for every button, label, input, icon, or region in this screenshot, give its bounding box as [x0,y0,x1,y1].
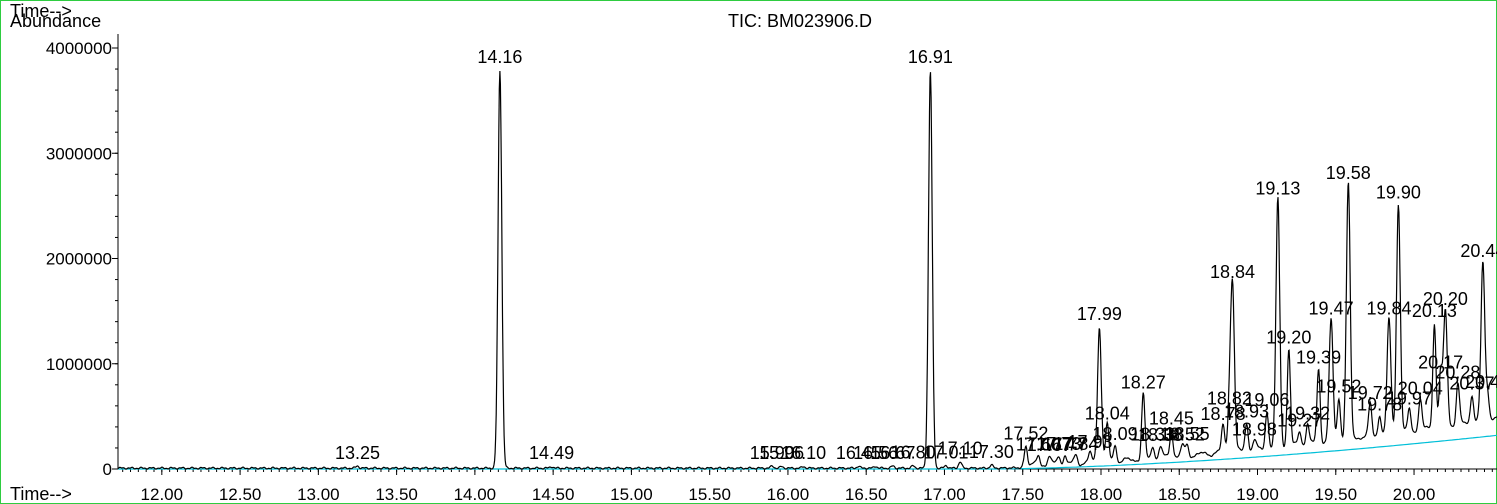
top-strip-label: Time--> [10,1,72,21]
x-tick-label: 17.00 [923,485,966,504]
x-tick-label: 18.00 [1080,485,1123,504]
peak-label: 19.78 [1357,395,1402,415]
peak-label: 19.06 [1244,390,1289,410]
x-tick-label: 20.00 [1393,485,1436,504]
peak-label: 18.55 [1165,424,1210,444]
peak-label: 18.33 [1130,425,1175,445]
peak-label: 19.20 [1266,328,1311,348]
x-tick-label: 12.50 [219,485,262,504]
peak-label: 19.27 [1277,411,1322,431]
peak-label: 20.44 [1460,241,1497,261]
x-ticks: 12.00 12.50 13.00 13.50 14.00 14.50 15.00 15.50… [122,469,1493,504]
y-tick-label: 4000000 [46,39,112,58]
peak-label: 17.77 [1042,434,1087,454]
peak-label: 13.25 [335,443,380,463]
peak-label: 17.84 [1053,434,1098,454]
peak-label: 14.16 [477,47,522,67]
peak-label: 20.37 [1449,373,1494,393]
peak-label: 18.82 [1207,389,1252,409]
peak-label: 17.93 [1068,432,1113,452]
peak-label: 20.04 [1398,379,1443,399]
x-tick-label: 19.50 [1315,485,1358,504]
peak-label: 18.27 [1121,373,1166,393]
x-tick-label: 18.50 [1158,485,1201,504]
peak-label: 19.52 [1316,377,1361,397]
y-axis-label: Abundance [10,11,101,31]
peak-label: 20.20 [1423,289,1468,309]
peak-label: 20.28 [1435,363,1480,383]
peak-label: 16.10 [781,443,826,463]
y-ticks: 0 1000000 2000000 3000000 4000000 [46,39,118,479]
x-tick-label: 15.50 [688,485,731,504]
x-tick-label: 16.50 [845,485,888,504]
peak-label: 15.96 [759,443,804,463]
peak-label: 17.60 [1016,434,1061,454]
peak-label: 16.80 [891,443,936,463]
peak-label: 18.38 [1138,425,1183,445]
x-tick-label: 17.50 [1001,485,1044,504]
peak-label: 17.01 [924,442,969,462]
peak-label: 16.67 [870,443,915,463]
x-tick-label: 15.00 [610,485,653,504]
chart-title: TIC: BM023906.D [728,11,872,31]
peak-label: 15.90 [750,443,795,463]
peak-label: 19.97 [1387,388,1432,408]
y-tick-label: 0 [103,460,112,479]
x-tick-label: 13.00 [297,485,340,504]
x-tick-label: 16.00 [767,485,810,504]
x-tick-label: 19.00 [1236,485,1279,504]
y-tick-label: 3000000 [46,144,112,163]
peak-label: 18.98 [1232,420,1277,440]
peak-label: 19.32 [1285,403,1330,423]
peak-label: 16.45 [836,443,881,463]
peak-label: 17.30 [969,442,1014,462]
peak-label: 16.91 [908,47,953,67]
peak-label: 17.10 [938,439,983,459]
peak-label: 18.93 [1224,402,1269,422]
peak-label: 20.47 [1465,372,1497,392]
peak-label: 19.39 [1296,347,1341,367]
y-tick-label: 1000000 [46,355,112,374]
peak-label: 18.45 [1149,408,1194,428]
peak-label: 19.13 [1255,178,1300,198]
peak-label: 19.72 [1348,383,1393,403]
peak-label: 17.99 [1077,304,1122,324]
peak-label: 19.84 [1366,299,1411,319]
peak-label: 18.78 [1201,404,1246,424]
peak-label: 14.49 [529,443,574,463]
peak-label: 18.84 [1210,262,1255,282]
peak-label: 19.58 [1326,163,1371,183]
tic-trace [117,70,1497,470]
x-axis-label: Time--> [10,484,72,504]
x-tick-label: 14.50 [532,485,575,504]
x-tick-label: 13.50 [375,485,418,504]
peak-label: 20.13 [1412,301,1457,321]
peak-label: 19.90 [1376,183,1421,203]
x-tick-label: 14.00 [454,485,497,504]
peak-label: 17.67 [1027,435,1072,455]
peak-label: 19.47 [1309,299,1354,319]
y-tick-label: 2000000 [46,250,112,269]
x-tick-label: 12.00 [141,485,184,504]
peak-label: 17.52 [1003,423,1048,443]
peak-label: 18.52 [1160,424,1205,444]
peak-label: 17.73 [1036,434,1081,454]
peak-label: 20.17 [1418,353,1463,373]
peak-label: 16.56 [853,443,898,463]
peak-label: 18.09 [1093,424,1138,444]
peak-label: 18.04 [1085,404,1130,424]
